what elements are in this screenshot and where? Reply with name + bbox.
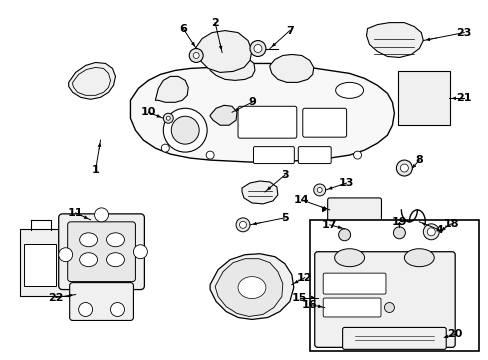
Circle shape [423,224,438,240]
Text: 12: 12 [296,273,312,283]
Text: 21: 21 [455,93,471,103]
FancyBboxPatch shape [302,108,346,137]
Polygon shape [366,23,423,58]
Circle shape [317,188,322,193]
Polygon shape [195,31,251,72]
Ellipse shape [80,253,98,267]
Text: 7: 7 [285,26,293,36]
Ellipse shape [334,249,364,267]
Text: 11: 11 [68,208,83,218]
Text: 1: 1 [92,165,99,175]
Circle shape [384,302,394,312]
Circle shape [110,302,124,316]
Circle shape [253,45,262,53]
Text: 2: 2 [211,18,219,28]
FancyBboxPatch shape [327,198,381,222]
Circle shape [338,229,350,241]
Bar [309,220,478,351]
Text: 8: 8 [415,155,422,165]
Circle shape [427,228,434,236]
Circle shape [171,116,199,144]
Polygon shape [242,181,277,204]
FancyBboxPatch shape [253,147,294,163]
Polygon shape [68,62,115,99]
Polygon shape [210,254,293,319]
FancyBboxPatch shape [238,106,296,138]
FancyBboxPatch shape [323,273,385,294]
Circle shape [400,164,407,172]
Circle shape [189,49,203,62]
Text: 4: 4 [434,225,442,235]
Circle shape [163,113,173,123]
Text: 5: 5 [281,213,288,223]
Text: 22: 22 [48,293,63,302]
Text: 23: 23 [455,28,471,37]
FancyBboxPatch shape [20,229,77,296]
Polygon shape [210,105,237,125]
Circle shape [206,151,214,159]
Circle shape [59,280,68,289]
FancyBboxPatch shape [67,222,135,282]
Circle shape [163,108,207,152]
Circle shape [161,144,169,152]
Polygon shape [155,76,188,102]
FancyBboxPatch shape [69,283,133,320]
FancyBboxPatch shape [24,244,56,285]
Ellipse shape [404,249,433,267]
FancyBboxPatch shape [398,71,449,125]
Ellipse shape [335,82,363,98]
Circle shape [249,41,265,57]
Circle shape [236,218,249,232]
Ellipse shape [106,253,124,267]
FancyBboxPatch shape [323,298,380,317]
Circle shape [353,151,361,159]
Circle shape [239,221,246,228]
Circle shape [79,302,92,316]
Text: 3: 3 [281,170,288,180]
FancyBboxPatch shape [298,147,330,163]
Ellipse shape [80,233,98,247]
Text: 9: 9 [247,97,255,107]
Text: 13: 13 [338,178,354,188]
Circle shape [94,208,108,222]
Ellipse shape [106,233,124,247]
Circle shape [313,184,325,196]
FancyBboxPatch shape [342,328,446,349]
FancyBboxPatch shape [314,252,454,347]
Polygon shape [210,57,254,80]
Text: 15: 15 [291,293,307,302]
Circle shape [396,160,411,176]
Polygon shape [215,259,282,316]
Circle shape [193,53,199,58]
Polygon shape [130,63,394,162]
Text: 6: 6 [179,24,187,33]
Text: 19: 19 [391,217,407,227]
Circle shape [59,237,68,247]
Text: 17: 17 [321,220,337,230]
Text: 18: 18 [443,219,458,229]
Text: 10: 10 [141,107,156,117]
Text: 14: 14 [293,195,309,205]
Text: 16: 16 [301,300,317,310]
Polygon shape [269,54,313,82]
Circle shape [133,245,147,259]
Circle shape [59,248,73,262]
Ellipse shape [238,276,265,298]
Circle shape [393,227,405,239]
Text: 20: 20 [447,329,462,339]
Circle shape [166,116,170,120]
FancyBboxPatch shape [59,214,144,289]
